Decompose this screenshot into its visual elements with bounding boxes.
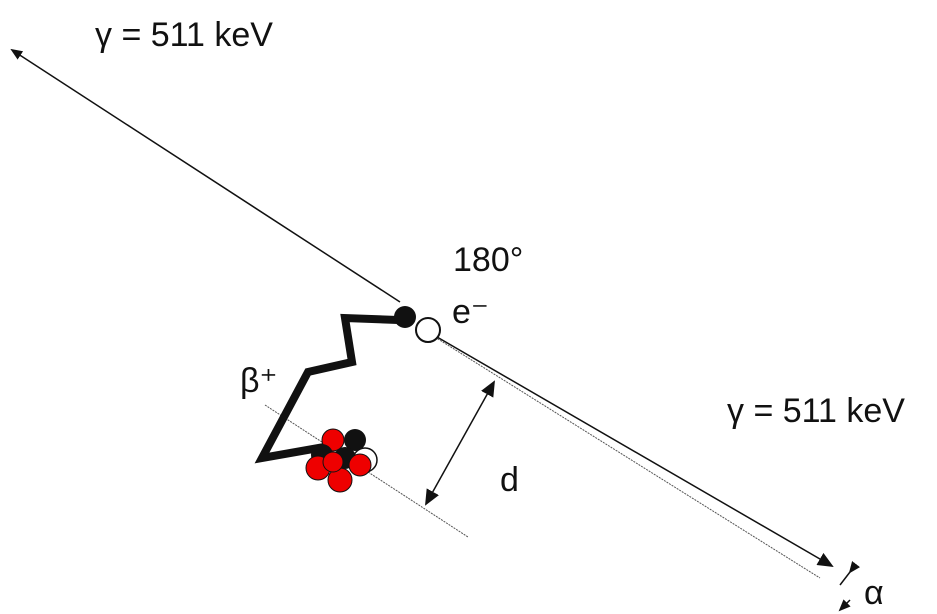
label: γ = 511 keV: [727, 392, 905, 430]
alpha-arrow: [838, 599, 851, 612]
label: γ = 511 keV: [95, 16, 273, 54]
distance-arrow: [425, 380, 495, 506]
positron-path: [254, 313, 399, 464]
label: d: [500, 461, 519, 499]
ideal-line: [429, 333, 821, 579]
label: 180°: [453, 241, 523, 279]
label: β⁺: [240, 362, 278, 400]
positron: [394, 306, 416, 328]
label: e⁻: [452, 293, 489, 331]
gamma-ray-top: [10, 48, 401, 303]
gamma-ray-right: [424, 329, 834, 568]
label: α: [864, 574, 884, 612]
electron: [415, 317, 441, 343]
alpha-arrow: [839, 561, 861, 586]
nucleus: [305, 428, 378, 493]
